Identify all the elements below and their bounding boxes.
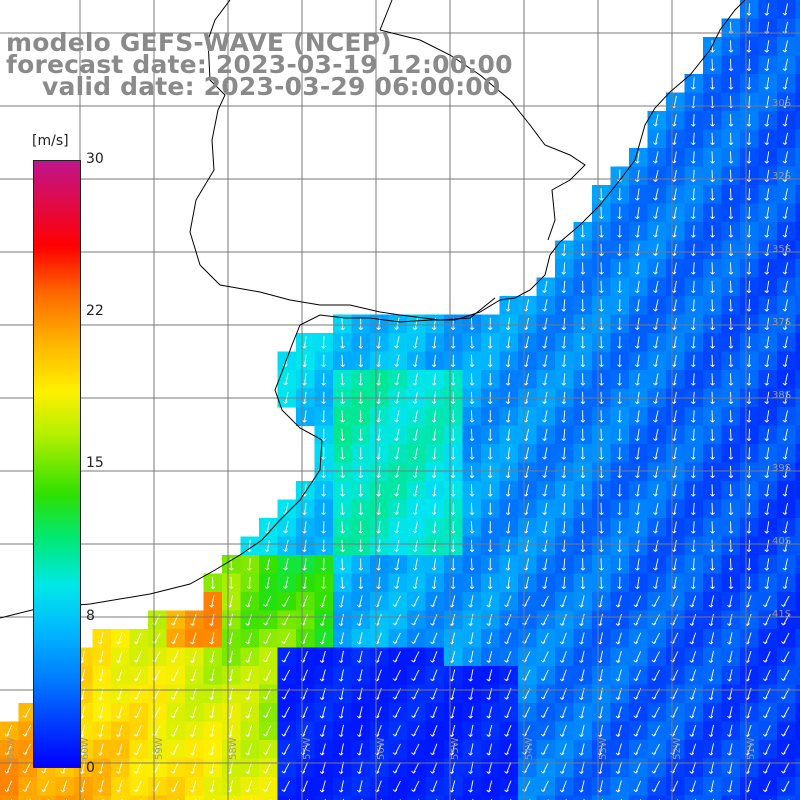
colorbar [33,160,81,768]
lat-label: 38S [772,390,791,401]
lat-label: 39S [772,463,791,474]
lat-label: 32S [772,171,791,182]
lon-label: 61W [6,737,17,760]
lon-label: 57W [302,737,313,760]
map-title-forecast-date: forecast date: 2023-03-19 12:00:00 [6,50,513,79]
colorbar-tick-15: 15 [86,455,104,471]
coastline [0,0,746,619]
lon-label: 54W [524,737,535,760]
colorbar-tick-30: 30 [86,151,104,167]
lat-label: 35S [772,244,791,255]
lat-label: 40S [772,536,791,547]
lon-label: 59W [154,737,165,760]
lat-label: 30S [772,98,791,109]
lon-label: 55W [450,737,461,760]
lat-label: 37S [772,317,791,328]
lon-label: 51W [746,737,757,760]
map-title-model: modelo GEFS-WAVE (NCEP) [6,28,392,57]
lat-label: 41S [772,609,791,620]
map-title-valid-date: valid date: 2023-03-29 06:00:00 [42,72,501,101]
lon-label: 58W [228,737,239,760]
colorbar-tick-8: 8 [86,608,95,624]
colorbar-unit-label: [m/s] [32,133,69,149]
lon-label: 60W [80,737,91,760]
wind-arrows [4,3,800,800]
colorbar-tick-0: 0 [86,760,95,776]
lon-label: 52W [672,737,683,760]
lon-label: 56W [376,737,387,760]
lon-label: 53W [598,737,609,760]
colorbar-tick-22: 22 [86,303,104,319]
